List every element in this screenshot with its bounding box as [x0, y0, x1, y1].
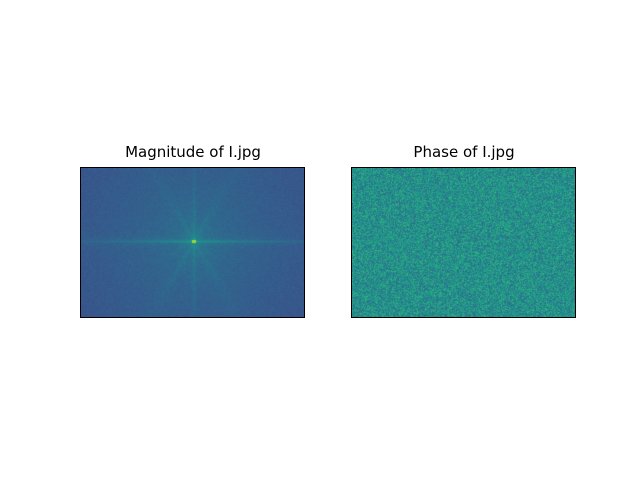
magnitude-plot [80, 167, 305, 318]
magnitude-heatmap [81, 168, 304, 317]
phase-heatmap [352, 168, 575, 317]
phase-plot [351, 167, 576, 318]
phase-title: Phase of I.jpg [413, 143, 515, 161]
magnitude-title: Magnitude of I.jpg [125, 143, 261, 161]
